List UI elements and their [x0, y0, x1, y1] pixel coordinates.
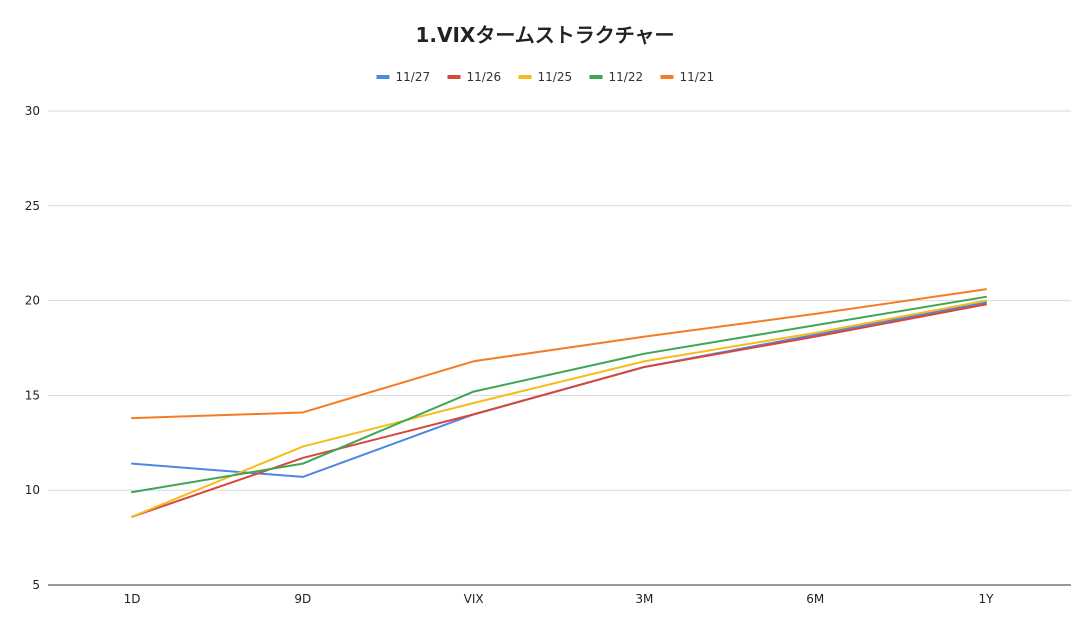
gridlines	[48, 110, 1071, 586]
series-line-11-22	[131, 295, 987, 494]
x-tick-label: 1Y	[979, 592, 995, 606]
y-tick-label: 15	[25, 388, 40, 402]
legend: 11/27 11/26 11/25 11/22 11/21	[376, 70, 715, 84]
x-tick-label: 3M	[635, 592, 653, 606]
legend-label: 11/25	[538, 70, 573, 84]
y-tick-label: 20	[25, 294, 40, 308]
y-axis: 30 25 20 15 10 5	[25, 104, 40, 592]
y-tick-label: 30	[25, 104, 40, 118]
x-tick-label: 1D	[124, 592, 141, 606]
legend-label: 11/21	[680, 70, 715, 84]
y-tick-label: 25	[25, 199, 40, 213]
x-tick-label: 6M	[806, 592, 824, 606]
y-tick-label: 5	[32, 578, 40, 592]
x-axis: 1D 9D VIX 3M 6M 1Y	[124, 592, 995, 606]
legend-label: 11/26	[467, 70, 502, 84]
y-tick-label: 10	[25, 483, 40, 497]
legend-label: 11/27	[396, 70, 431, 84]
series-line-11-26	[131, 303, 987, 518]
x-tick-label: 9D	[294, 592, 311, 606]
legend-label: 11/22	[609, 70, 644, 84]
series-line-11-25	[131, 299, 987, 518]
series-group	[131, 288, 987, 518]
x-tick-label: VIX	[464, 592, 484, 606]
chart-title: 1.VIXタームストラクチャー	[415, 23, 674, 47]
series-line-11-21	[131, 288, 987, 420]
